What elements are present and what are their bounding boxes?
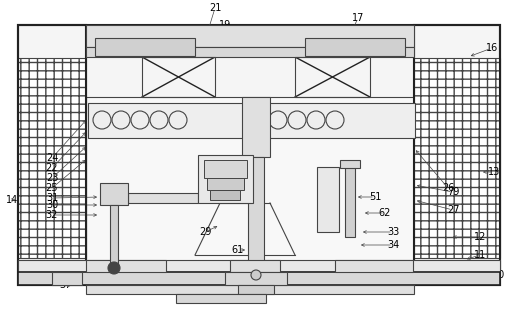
Text: 15: 15 [352, 43, 364, 53]
Bar [176, 294, 266, 303]
Bar [230, 260, 280, 272]
Text: 25: 25 [46, 183, 58, 193]
Circle shape [108, 262, 120, 274]
Bar [86, 285, 414, 294]
Bar [248, 157, 264, 272]
Bar [86, 47, 414, 57]
Bar [345, 162, 355, 237]
Text: 37: 37 [59, 280, 71, 290]
Text: 30: 30 [46, 200, 58, 210]
Bar [225, 272, 287, 285]
Text: 27: 27 [447, 205, 459, 215]
Text: 11: 11 [474, 250, 486, 260]
Bar [86, 97, 414, 277]
Bar [88, 103, 243, 138]
Bar [210, 190, 240, 200]
Text: 23: 23 [46, 173, 58, 183]
Text: 13: 13 [488, 167, 500, 177]
Bar [317, 167, 339, 232]
Text: 34: 34 [387, 240, 399, 250]
Bar [86, 260, 166, 272]
Text: 35: 35 [387, 280, 399, 290]
Bar [18, 58, 86, 258]
Bar [198, 155, 253, 203]
Text: 14: 14 [6, 195, 18, 205]
Bar [95, 38, 195, 56]
Bar [110, 205, 118, 265]
Text: 24: 24 [46, 153, 58, 163]
Bar [86, 25, 414, 47]
Bar [414, 58, 500, 258]
Bar [265, 103, 415, 138]
Text: 19: 19 [219, 20, 231, 30]
Text: 77: 77 [226, 295, 238, 305]
Text: 10: 10 [493, 270, 505, 280]
Bar [18, 272, 500, 285]
Text: 62: 62 [379, 208, 391, 218]
Text: 21: 21 [209, 3, 221, 13]
Bar [52, 272, 82, 285]
Bar [18, 260, 500, 272]
Bar [340, 160, 360, 168]
Bar [128, 193, 198, 203]
Bar [414, 25, 500, 285]
Bar [142, 57, 215, 97]
Text: 28: 28 [209, 178, 221, 188]
Text: 26: 26 [442, 183, 454, 193]
Text: 17: 17 [352, 13, 364, 23]
Text: 79: 79 [447, 187, 459, 197]
Text: 12: 12 [474, 232, 486, 242]
Text: 32: 32 [46, 210, 58, 220]
Bar [18, 25, 86, 285]
Bar [295, 57, 370, 97]
Text: 31: 31 [46, 193, 58, 203]
Text: 29: 29 [199, 227, 211, 237]
Bar [242, 97, 270, 157]
Text: 22: 22 [46, 163, 58, 173]
Bar [305, 38, 405, 56]
Bar [207, 178, 244, 190]
Text: 33: 33 [387, 227, 399, 237]
Bar [335, 260, 413, 272]
Bar [204, 160, 247, 178]
Circle shape [251, 270, 261, 280]
Text: 36: 36 [286, 280, 298, 290]
Text: 16: 16 [486, 43, 498, 53]
Text: 61: 61 [232, 245, 244, 255]
Text: 20: 20 [174, 35, 186, 45]
Bar [100, 183, 128, 205]
Text: 51: 51 [369, 192, 381, 202]
Bar [238, 285, 274, 294]
Bar [18, 25, 500, 285]
